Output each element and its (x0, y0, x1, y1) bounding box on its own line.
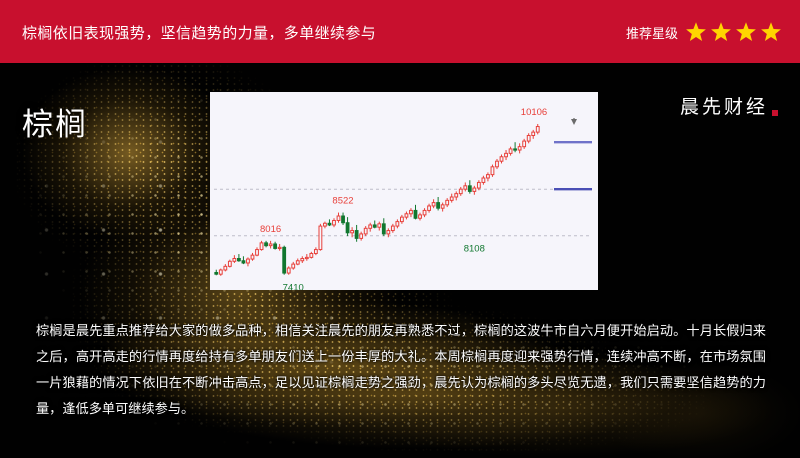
candlestick (273, 241, 278, 250)
site-logo-text: 晨先财经 (679, 97, 768, 118)
candlestick (300, 256, 305, 263)
chart-annotation-label: 8108 (464, 244, 485, 255)
candlestick (431, 199, 436, 209)
candlestick (227, 259, 232, 268)
candlestick (449, 193, 454, 203)
rating-label: 推荐星级 (625, 25, 678, 41)
candlestick (250, 252, 255, 261)
candlestick (454, 191, 459, 201)
candlestick (286, 266, 291, 275)
candlestick (422, 208, 427, 218)
candlestick (386, 228, 391, 238)
candlestick (359, 231, 364, 241)
chart-annotation-label: 10106 (521, 107, 547, 118)
candlestick (390, 223, 395, 233)
candlestick (472, 185, 477, 195)
candlestick (517, 143, 522, 154)
chart-annotation-label: 8522 (332, 196, 353, 207)
headline-text: 棕榈依旧表现强势，坚信趋势的力量，多单继续参与 (22, 25, 377, 42)
star-rating-group (685, 21, 782, 43)
candlestick (413, 204, 418, 220)
candlestick (381, 218, 386, 237)
candlestick (368, 222, 373, 232)
candlestick (309, 251, 314, 259)
logo-accent-square (772, 110, 778, 116)
candlestick (363, 226, 368, 237)
candlestick (232, 255, 237, 263)
candlestick (336, 212, 341, 223)
candlestick (486, 172, 490, 182)
candlestick (499, 154, 504, 164)
star-icon (711, 22, 731, 42)
site-logo: 晨先财经 (680, 92, 778, 119)
star-icon (761, 22, 781, 42)
candlestick (440, 202, 445, 212)
candlestick (268, 240, 273, 249)
candlestick (522, 138, 527, 149)
candlestick (513, 142, 518, 153)
star-icon (686, 22, 706, 42)
candlestick (218, 268, 223, 276)
candlestick (241, 256, 246, 265)
candlestick (418, 212, 422, 221)
candlestick (409, 208, 413, 218)
candlestick-chart: 10106 8522 8016 7410 8108 (214, 107, 592, 290)
candlestick (400, 214, 404, 224)
candlestick (304, 254, 309, 261)
candlestick (313, 247, 318, 256)
candlestick (282, 245, 287, 275)
candlestick (458, 186, 463, 196)
commodity-title: 棕榈 (22, 107, 88, 142)
candlestick (476, 180, 481, 191)
candlestick (318, 223, 323, 251)
candlestick (291, 261, 296, 270)
candlestick (255, 247, 259, 257)
candlestick (327, 219, 332, 227)
candlestick (427, 203, 431, 213)
candlestick (508, 146, 513, 156)
candlestick (214, 269, 219, 276)
candlestick (404, 211, 409, 220)
candlestick (395, 219, 400, 229)
annotation-arrow-head (571, 119, 577, 125)
chart-annotation-label: 7410 (283, 283, 304, 290)
candlestick (377, 221, 382, 231)
candlestick (341, 212, 345, 225)
candlestick (531, 129, 536, 139)
candlestick (332, 218, 336, 228)
candlestick (445, 198, 450, 208)
candlestick (504, 150, 508, 161)
candlestick (277, 243, 282, 251)
candlestick (481, 175, 486, 185)
candlestick (463, 182, 468, 192)
candlestick (526, 133, 531, 144)
candlestick (535, 123, 540, 135)
candlestick (495, 158, 499, 170)
candlestick (323, 221, 327, 229)
candlestick (264, 240, 268, 248)
candlestick (246, 257, 250, 267)
star-icon (736, 22, 756, 42)
candlestick (372, 220, 377, 229)
candlestick (350, 227, 355, 238)
candlestick (467, 180, 472, 194)
candlestick (354, 224, 359, 242)
candlestick (295, 258, 300, 266)
chart-annotation-label: 8016 (260, 224, 281, 235)
article-body-text: 棕榈是晨先重点推荐给大家的做多品种，相信关注晨先的朋友再熟悉不过，棕榈的这波牛市… (36, 323, 766, 416)
header-banner: 棕榈依旧表现强势，坚信趋势的力量，多单继续参与 推荐星级 (0, 0, 800, 63)
candlestick (259, 240, 264, 251)
candlestick (237, 254, 241, 262)
recommendation-rating: 推荐星级 (626, 21, 782, 43)
candlestick (436, 197, 441, 211)
candlestick (345, 217, 350, 237)
candlestick (223, 264, 228, 272)
candlestick-chart-panel: 10106 8522 8016 7410 8108 (210, 92, 598, 290)
candlestick (490, 164, 495, 177)
